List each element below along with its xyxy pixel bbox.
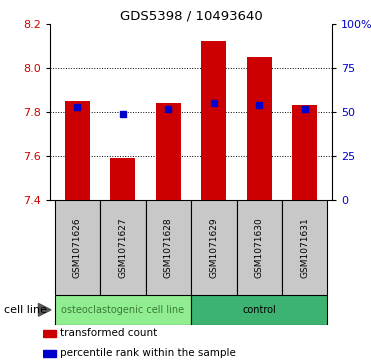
Text: GSM1071630: GSM1071630	[255, 217, 264, 278]
Bar	[65, 101, 90, 200]
Bar	[191, 295, 328, 325]
Text: GSM1071629: GSM1071629	[209, 217, 218, 278]
Bar	[55, 295, 191, 325]
Text: GSM1071628: GSM1071628	[164, 217, 173, 278]
Text: GSM1071626: GSM1071626	[73, 217, 82, 278]
Bar	[282, 200, 328, 295]
Text: GSM1071631: GSM1071631	[300, 217, 309, 278]
Text: control: control	[242, 305, 276, 315]
Bar	[43, 350, 56, 356]
Bar	[43, 330, 56, 337]
Text: percentile rank within the sample: percentile rank within the sample	[60, 348, 236, 358]
Bar	[237, 200, 282, 295]
Bar	[100, 200, 145, 295]
Polygon shape	[39, 303, 51, 316]
Text: osteoclastogenic cell line: osteoclastogenic cell line	[61, 305, 184, 315]
Bar	[247, 57, 272, 200]
Text: cell line: cell line	[4, 305, 47, 315]
Bar	[145, 200, 191, 295]
Bar	[156, 103, 181, 200]
Bar	[292, 105, 317, 200]
Bar	[191, 200, 237, 295]
Bar	[201, 41, 226, 200]
Text: transformed count: transformed count	[60, 328, 157, 338]
Bar	[55, 200, 100, 295]
Title: GDS5398 / 10493640: GDS5398 / 10493640	[120, 9, 262, 23]
Bar	[110, 158, 135, 200]
Text: GSM1071627: GSM1071627	[118, 217, 127, 278]
